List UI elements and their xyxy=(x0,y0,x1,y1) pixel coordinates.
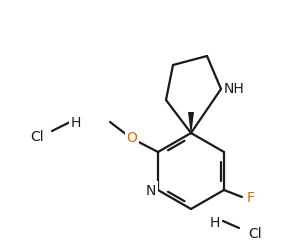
Text: H: H xyxy=(210,215,220,229)
Text: Cl: Cl xyxy=(30,130,44,143)
Text: H: H xyxy=(71,115,81,130)
Text: F: F xyxy=(247,190,255,204)
Polygon shape xyxy=(188,113,194,137)
Text: NH: NH xyxy=(223,82,244,96)
Text: O: O xyxy=(127,131,137,144)
Text: Cl: Cl xyxy=(248,226,262,240)
Text: N: N xyxy=(146,183,156,197)
